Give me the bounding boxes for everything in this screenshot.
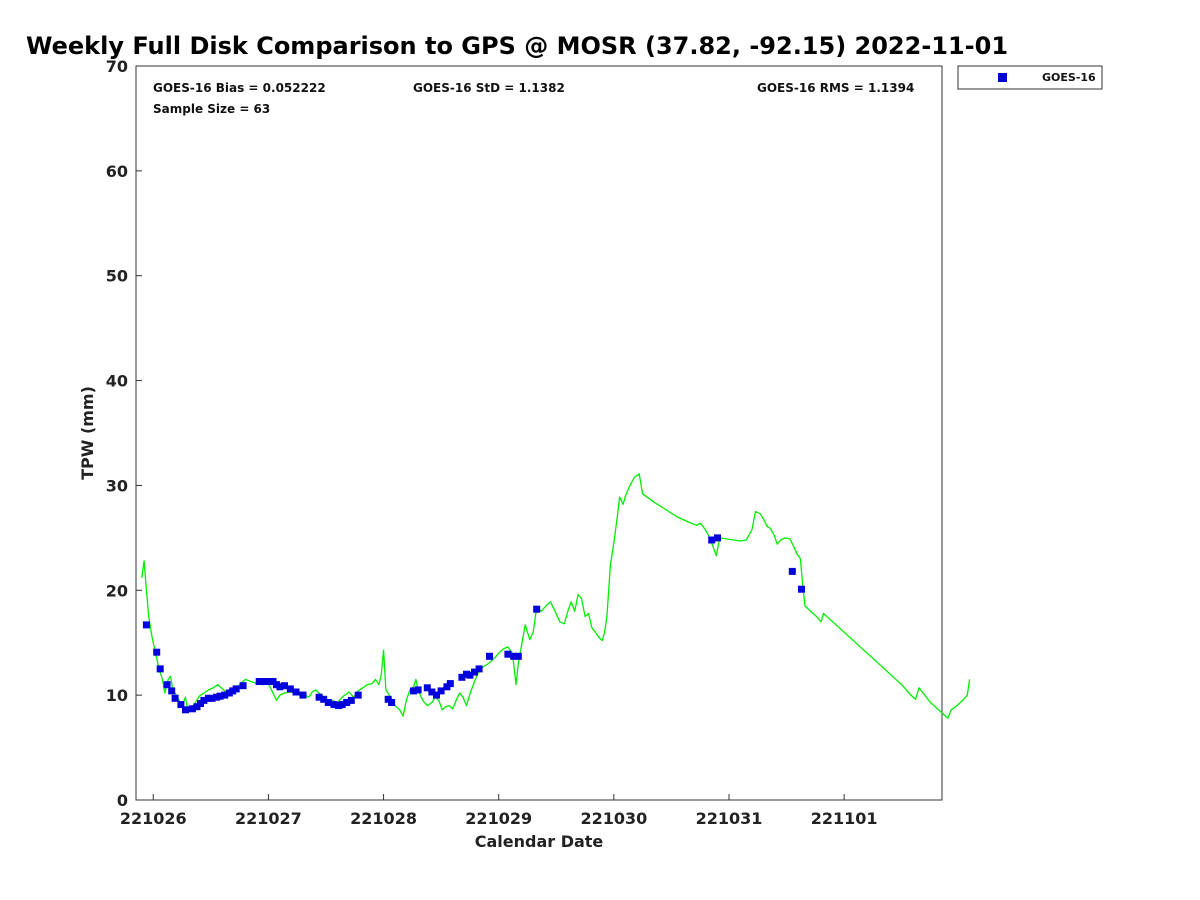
std-stat: GOES-16 StD = 1.1382 [413, 81, 565, 95]
x-axis-label: Calendar Date [475, 832, 604, 851]
goes16-data-point [286, 685, 294, 693]
goes16-data-point [177, 701, 185, 709]
goes16-data-point [486, 652, 493, 660]
x-tick-label: 221028 [350, 809, 417, 828]
goes16-data-point [338, 701, 346, 709]
x-tick-label: 221027 [235, 809, 302, 828]
goes16-data-point [208, 694, 216, 702]
goes16-data-point [188, 705, 196, 713]
y-tick-label: 0 [117, 791, 128, 810]
y-tick-label: 30 [106, 476, 128, 495]
goes16-data-point [156, 665, 164, 673]
chart-title: Weekly Full Disk Comparison to GPS @ MOS… [26, 32, 1008, 60]
goes16-data-point [182, 706, 189, 714]
goes16-data-point [260, 678, 268, 685]
goes16-data-point [239, 682, 247, 690]
goes16-data-point [514, 652, 522, 660]
goes16-data-point [216, 692, 224, 700]
y-tick-label: 50 [106, 267, 128, 286]
rms-stat: GOES-16 RMS = 1.1394 [757, 81, 914, 95]
goes16-data-point [330, 701, 338, 709]
goes16-data-point [714, 534, 721, 542]
y-tick-label: 70 [106, 57, 128, 76]
goes16-data-point [533, 605, 541, 613]
x-tick-label: 221026 [120, 809, 187, 828]
goes16-data-point [510, 652, 518, 660]
goes16-data-point [423, 684, 431, 692]
goes16-data-point [324, 699, 332, 706]
goes16-data-point [410, 687, 417, 695]
legend-marker-goes16 [998, 73, 1007, 82]
goes16-data-point [354, 691, 362, 699]
goes16-data-point [433, 691, 440, 699]
x-axis: 221026 221027 221028 221029 221030 221031 2211… [120, 794, 878, 828]
goes16-data-point [142, 621, 150, 629]
goes16-data-point [437, 687, 445, 695]
goes16-data-point [414, 686, 422, 694]
goes16-data-point [232, 685, 240, 693]
goes16-data-point [163, 681, 171, 689]
y-tick-label: 40 [106, 372, 128, 391]
plot-area-frame [135, 65, 943, 801]
goes16-data-point [388, 699, 396, 706]
y-axis-label: TPW (mm) [78, 386, 97, 480]
y-tick-label: 60 [106, 162, 128, 181]
y-tick-label: 10 [106, 686, 128, 705]
x-tick-label: 221029 [465, 809, 532, 828]
sample-size-stat: Sample Size = 63 [153, 102, 270, 116]
y-tick-label: 20 [106, 581, 128, 600]
y-axis: 0 10 20 30 40 50 60 70 [106, 57, 142, 810]
series-layer [141, 473, 971, 719]
legend-box [957, 65, 1103, 90]
goes16-data-point [428, 688, 436, 696]
goes16-data-point [458, 673, 466, 681]
goes16-data-point [221, 691, 229, 699]
legend: GOES-16 [957, 65, 1103, 90]
goes16-data-point [788, 567, 796, 575]
goes16-data-point [471, 668, 478, 676]
bias-stat: GOES-16 Bias = 0.052222 [153, 81, 326, 95]
gps-series-line [141, 473, 971, 719]
goes16-data-point [299, 691, 307, 699]
goes16-data-point [200, 696, 208, 704]
goes16-data-point [255, 678, 263, 685]
goes16-data-point [504, 650, 512, 658]
goes16-data-point [168, 687, 176, 695]
goes16-data-point [276, 683, 284, 691]
x-tick-label: 221030 [580, 809, 647, 828]
goes16-data-point [153, 648, 161, 656]
goes16-data-point [708, 536, 716, 544]
goes16-data-point [475, 665, 483, 673]
goes16-data-point [171, 694, 179, 702]
x-tick-label: 221031 [696, 809, 763, 828]
x-tick-label: 221101 [811, 809, 878, 828]
goes16-data-point [281, 682, 288, 690]
goes16-data-point [347, 696, 355, 704]
goes16-data-point [320, 695, 328, 703]
goes16-data-point [315, 693, 323, 701]
goes16-data-point [798, 585, 805, 593]
goes16-data-point [446, 680, 454, 688]
goes16-data-point [292, 688, 300, 696]
goes16-data-point [264, 678, 272, 685]
goes16-data-point [343, 699, 351, 706]
legend-label-goes16: GOES-16 [1042, 71, 1096, 84]
goes16-data-point [466, 671, 474, 679]
